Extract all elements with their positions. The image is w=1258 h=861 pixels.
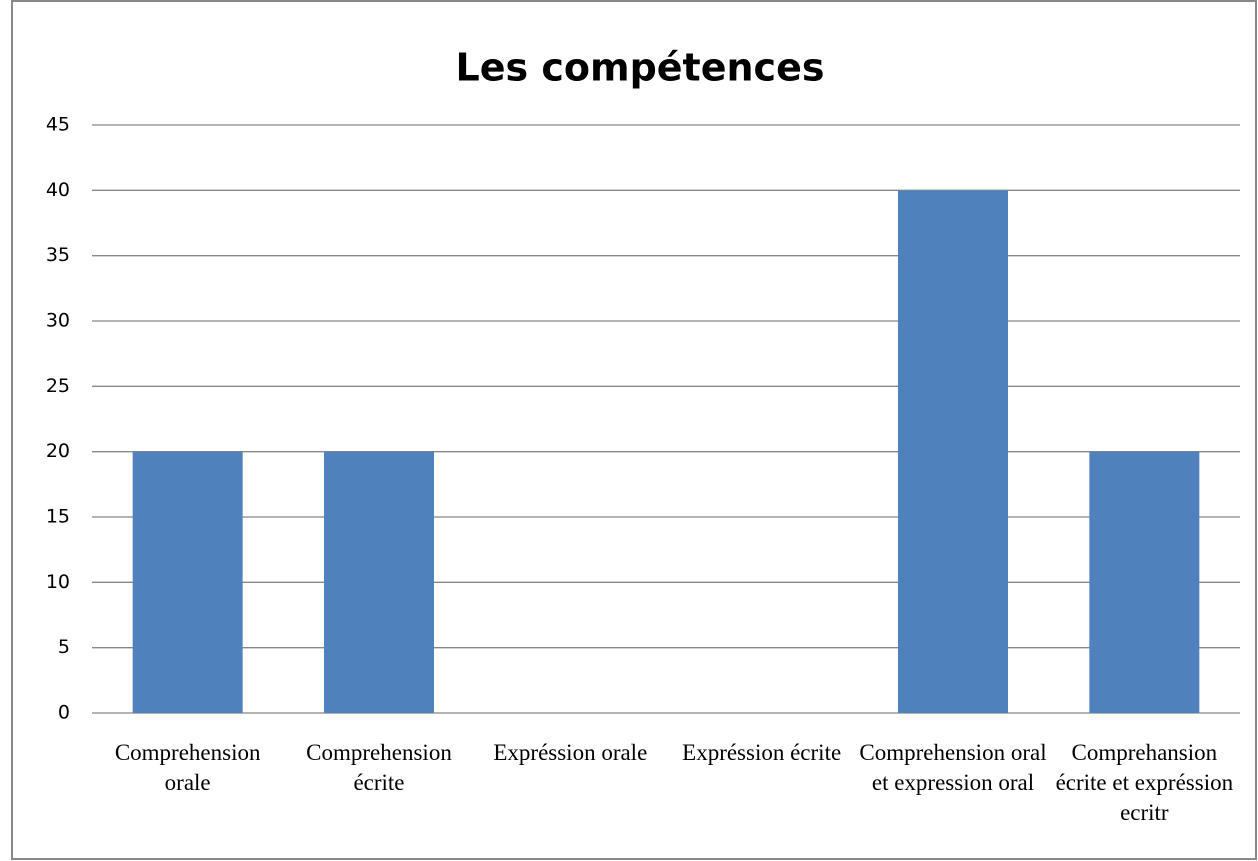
- y-tick-label: 30: [46, 310, 70, 332]
- y-tick-label: 0: [58, 702, 70, 724]
- bar: [1089, 451, 1200, 713]
- x-tick-label: Expréssion orale: [493, 740, 648, 765]
- x-tick-label: Expréssion écrite: [682, 740, 842, 765]
- bar: [898, 190, 1008, 714]
- y-tick-label: 5: [58, 636, 70, 658]
- x-tick-label: Comprehension oral et expression oral: [859, 740, 1047, 795]
- x-tick-label: Comprehansion écrite et expréssion ecrit…: [1055, 740, 1234, 825]
- y-tick-label: 45: [46, 114, 70, 136]
- bar: [324, 451, 434, 713]
- y-tick-label: 20: [46, 440, 70, 462]
- y-tick-label: 25: [46, 375, 70, 397]
- bar: [132, 451, 243, 713]
- y-tick-label: 40: [46, 179, 70, 201]
- chart-title: Les compétences: [456, 46, 825, 90]
- x-tick-label: Comprehension écrite: [306, 740, 452, 795]
- y-tick-label: 10: [46, 571, 70, 593]
- y-tick-label: 15: [46, 506, 70, 528]
- chart-frame: [11, 0, 1257, 860]
- x-tick-label: Comprehension orale: [114, 740, 261, 795]
- y-tick-label: 35: [46, 244, 70, 266]
